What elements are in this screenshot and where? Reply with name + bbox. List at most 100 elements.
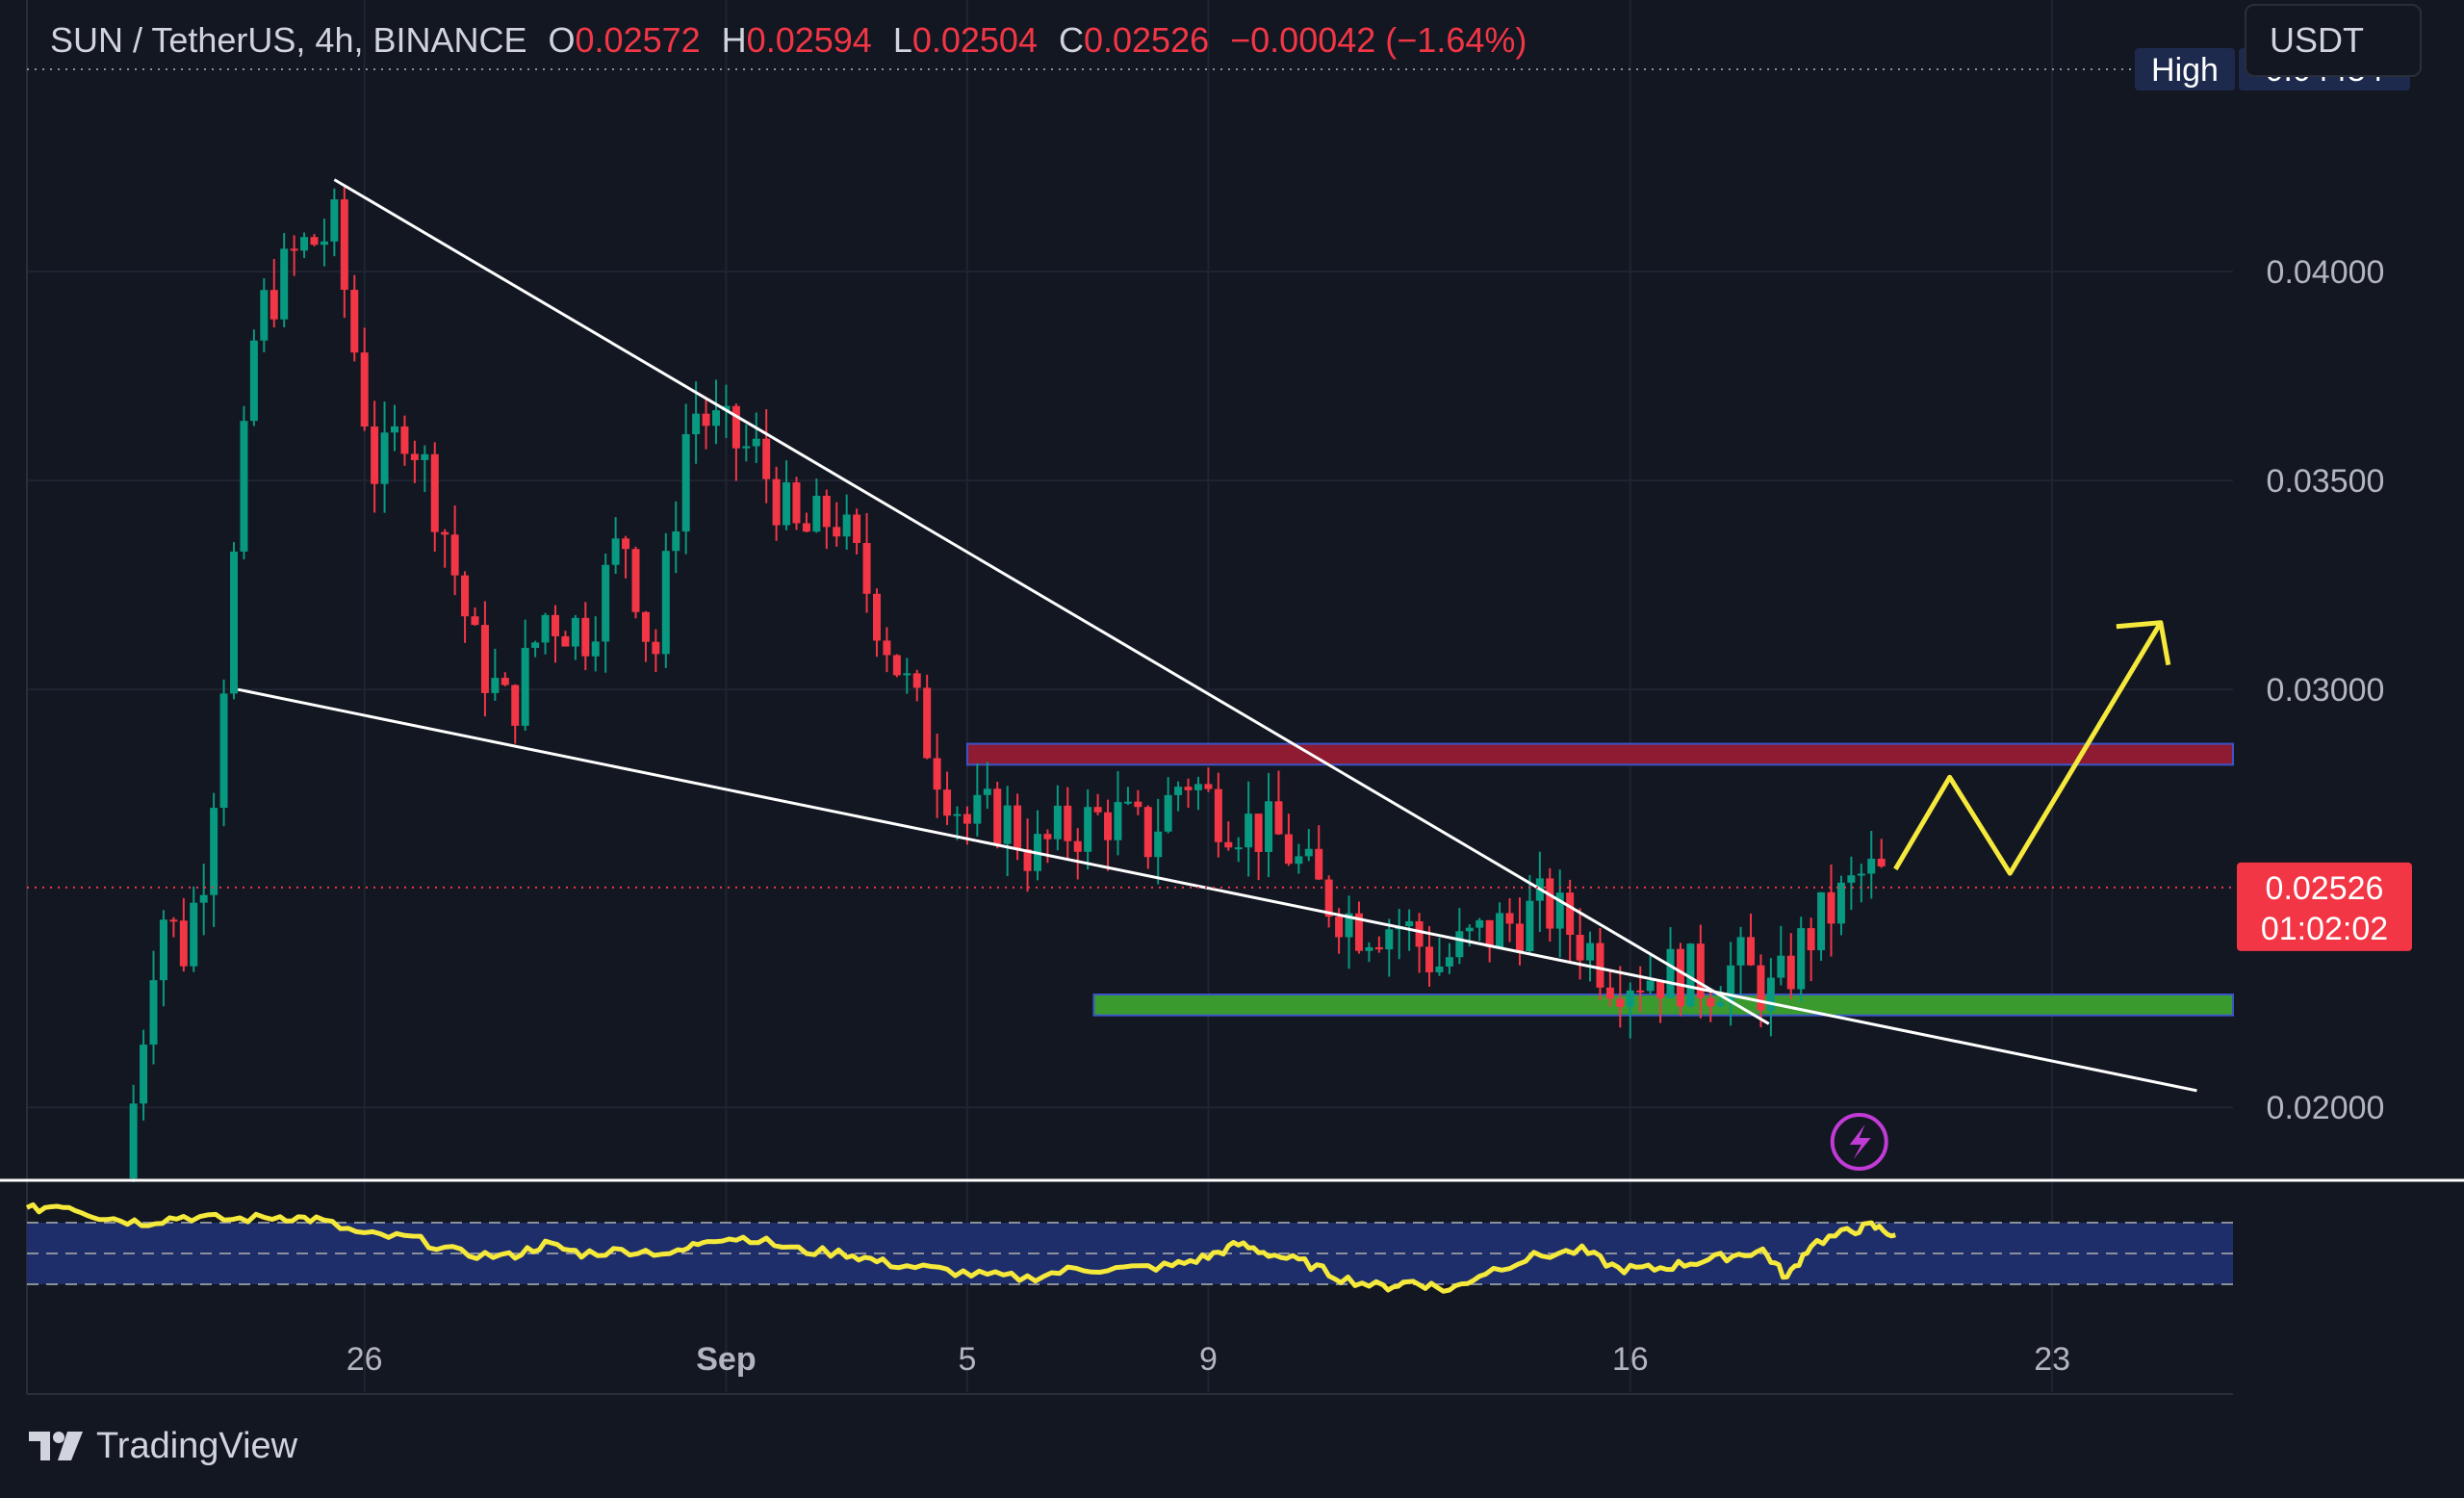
candle-body — [500, 678, 509, 685]
candle — [1696, 924, 1705, 1019]
candle-body — [571, 617, 579, 647]
candle-body — [1857, 873, 1865, 876]
candle — [210, 792, 218, 927]
candle — [1707, 989, 1715, 1022]
candle-body — [260, 290, 269, 341]
candle-body — [1605, 987, 1614, 999]
projection-arrowhead — [2116, 620, 2171, 666]
candle-body — [1716, 1002, 1725, 1007]
candle-body — [872, 593, 881, 641]
candle — [190, 886, 198, 972]
candle — [1164, 777, 1172, 834]
watermark-text: TradingView — [96, 1425, 298, 1466]
resistance-zone — [965, 742, 2234, 766]
candle — [1174, 781, 1183, 812]
candle-body — [1304, 848, 1313, 857]
candle — [1857, 864, 1865, 903]
candle — [1385, 918, 1394, 977]
candle-body — [681, 434, 690, 532]
candle-body — [1385, 929, 1394, 950]
candle — [219, 679, 228, 827]
candle-body — [1727, 965, 1735, 1003]
candle-body — [1736, 937, 1745, 966]
candle — [943, 771, 952, 825]
candle-body — [140, 1045, 148, 1104]
candle — [169, 917, 178, 938]
rsi-line — [25, 1201, 1896, 1294]
candle-body — [1265, 801, 1273, 852]
upper-trendline — [333, 178, 1770, 1025]
candle-body — [300, 237, 309, 251]
candle-body — [1073, 840, 1082, 852]
candle — [1736, 926, 1745, 995]
candle — [1847, 856, 1856, 911]
high-value: 0.02594 — [746, 20, 872, 60]
candle-body — [672, 531, 680, 552]
candle — [842, 494, 851, 550]
candle — [742, 424, 751, 462]
currency-selector-button[interactable]: USDT — [2245, 4, 2422, 77]
candle — [1656, 980, 1665, 1023]
candle-body — [521, 647, 529, 726]
candle-body — [430, 453, 439, 532]
candle-body — [1877, 858, 1886, 866]
candle — [1546, 867, 1554, 942]
tradingview-watermark[interactable]: TradingView — [29, 1417, 297, 1475]
candle — [1415, 913, 1424, 973]
y-tick-label: 0.03500 — [2267, 463, 2385, 500]
candle — [892, 654, 901, 678]
candle-body — [602, 564, 610, 642]
candle-body — [1204, 784, 1213, 789]
candle-body — [149, 980, 158, 1046]
candle-body — [1515, 923, 1524, 951]
candle — [1224, 821, 1233, 851]
candle — [400, 415, 409, 466]
candle-body — [290, 248, 298, 251]
candle-body — [1003, 805, 1012, 844]
candle-body — [1646, 980, 1655, 992]
candle-body — [1134, 801, 1142, 808]
candle — [320, 219, 328, 267]
candle — [1064, 787, 1072, 861]
candle — [1114, 770, 1122, 856]
candle — [1053, 785, 1062, 851]
candle — [802, 512, 810, 532]
symbol-title[interactable]: SUN / TetherUS, 4h, BINANCE — [50, 20, 527, 60]
last-price-label: 0.02526 01:02:02 — [2237, 862, 2412, 951]
candle — [812, 478, 821, 533]
candle — [350, 274, 359, 362]
candle — [1194, 776, 1202, 811]
candle — [1566, 879, 1575, 962]
candle — [179, 897, 188, 972]
candle-body — [1786, 955, 1795, 990]
candle — [1345, 895, 1353, 969]
candle-body — [1526, 900, 1534, 951]
x-tick-label: 9 — [1199, 1341, 1218, 1378]
candle-body — [1154, 831, 1163, 858]
candle — [421, 445, 429, 493]
candle — [1476, 917, 1484, 942]
y-tick-label: 0.04000 — [2267, 254, 2385, 291]
candle — [1023, 818, 1032, 892]
candle — [1747, 913, 1756, 967]
candle-body — [280, 248, 289, 320]
candle — [681, 403, 690, 555]
candle-body — [340, 199, 348, 291]
lightning-icon-bolt — [1849, 1124, 1871, 1159]
candle — [1596, 928, 1604, 1000]
candle-body — [1836, 882, 1845, 924]
candle-body — [1234, 847, 1243, 850]
candle-body — [1224, 841, 1233, 848]
candle-body — [892, 655, 901, 676]
candle — [1786, 933, 1795, 999]
candle-body — [772, 478, 781, 526]
candle-body — [1284, 834, 1293, 865]
candle — [1154, 798, 1163, 885]
candle-body — [973, 794, 982, 824]
candle-body — [1043, 834, 1052, 839]
lightning-icon-ring — [1830, 1113, 1888, 1171]
candle-body — [1425, 946, 1434, 972]
candle — [872, 588, 881, 658]
open-label: O — [548, 20, 576, 60]
